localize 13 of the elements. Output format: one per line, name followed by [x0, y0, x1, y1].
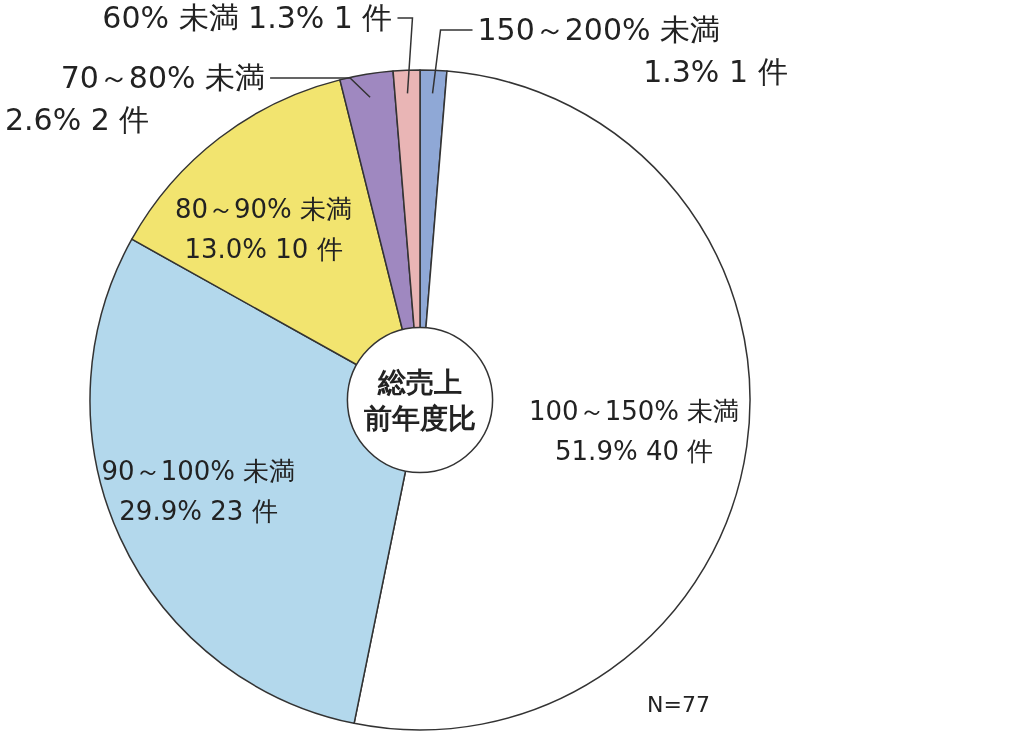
- slice-label: 90～100% 未満: [101, 456, 296, 487]
- data-label: 13.0% 10 件: [184, 234, 343, 265]
- data-label: 29.9% 23 件: [119, 496, 278, 527]
- slice-label: 100～150% 未満: [529, 396, 740, 427]
- data-label: 2.6% 2 件: [5, 102, 150, 137]
- slice-label: 70～80% 未満: [60, 60, 266, 95]
- text: N=77: [647, 692, 710, 717]
- data-label: 1.3% 1 件: [643, 54, 788, 89]
- data-label: 51.9% 40 件: [555, 436, 714, 467]
- text: 総売上前年度比: [363, 366, 476, 435]
- slice-label: 150～200% 未満: [477, 12, 721, 47]
- slice-label: 60% 未満 1.3% 1 件: [102, 0, 393, 35]
- slice-label: 80～90% 未満: [174, 194, 353, 225]
